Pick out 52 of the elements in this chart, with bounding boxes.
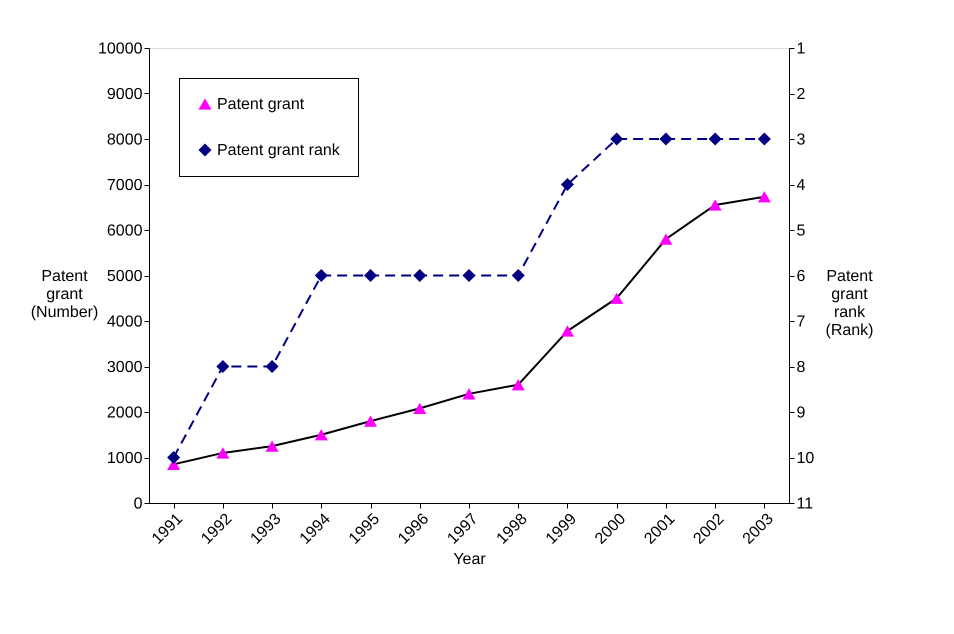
y2-tick-label: 10 [796,450,814,467]
point [610,132,624,146]
point [462,388,476,400]
y-tick-label: 4000 [106,314,143,330]
point [512,379,525,390]
y2-tick-label: 3 [796,132,806,148]
point [462,268,476,282]
point [364,415,378,427]
y-tick-label: 0 [134,496,143,512]
point [266,360,279,374]
point [216,447,230,459]
y2-tick-label: 6 [796,268,806,285]
y-axis-title: Patent grant (Number) [30,268,98,321]
point [560,325,574,337]
y2-tick-label: 4 [796,177,806,194]
y-tick-label: 1000 [106,450,143,467]
y2-tick-label: 11 [796,496,814,512]
point [659,132,672,146]
point [167,450,180,464]
point [413,268,426,282]
point [758,132,771,146]
y2-tick-label: 1 [796,40,806,58]
y-tick-label: 5000 [106,268,143,285]
y2-axis-title: Patent grant rank (Rank) [825,268,874,339]
y-tick-label: 3000 [106,359,143,376]
point [512,268,525,282]
point [314,429,328,440]
point [659,233,672,245]
y2-tick-label: 2 [796,86,806,103]
point [610,292,624,304]
y2-tick-label: 5 [796,222,806,240]
legend-label: Patent grant rank [217,142,341,159]
point [413,402,426,414]
y-tick-label: 6000 [106,222,143,240]
point [314,268,328,282]
y-tick-label: 9000 [106,86,143,103]
point [266,440,279,452]
y2-tick-label: 7 [796,314,806,330]
point [216,360,230,374]
point [758,191,771,202]
y2-tick-label: 9 [796,404,806,422]
y2-tick-label: 8 [796,359,806,376]
x-axis-title: Year [453,550,486,568]
y-tick-label: 2000 [106,404,143,422]
legend-label: Patent grant [217,96,305,113]
point [708,132,722,146]
y-tick-label: 10000 [98,40,143,58]
point [560,178,574,192]
y-tick-label: 7000 [106,177,143,194]
point [708,199,722,211]
point [364,268,378,282]
y-tick-label: 8000 [106,132,143,148]
